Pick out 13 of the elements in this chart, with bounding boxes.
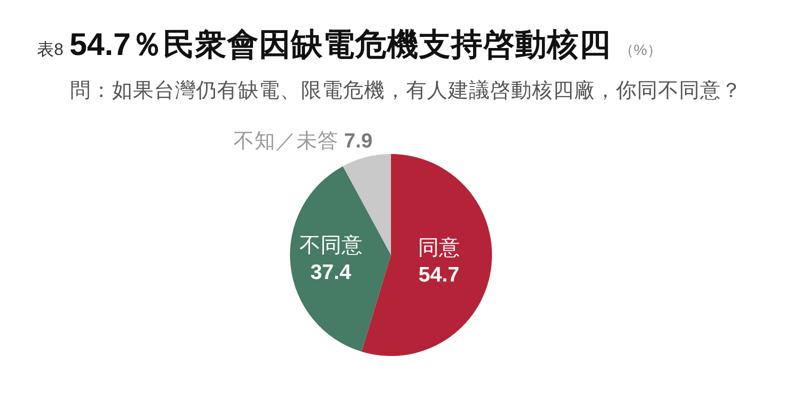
data-label: 54.7 bbox=[418, 264, 460, 287]
data-label: 37.4 bbox=[310, 261, 352, 284]
chart-subtitle: 問：如果台灣仍有缺電、限電危機，有人建議啓動核四廠，你同不同意？ bbox=[70, 78, 742, 104]
pie-slice bbox=[342, 154, 391, 255]
text: 表8 bbox=[37, 39, 64, 61]
data-label: 7.9 bbox=[344, 130, 372, 153]
pie-slice bbox=[362, 154, 492, 356]
text: （%） bbox=[618, 41, 662, 60]
slice-label: 不同意 bbox=[299, 234, 362, 258]
slice-label: 不知／未答 bbox=[233, 130, 344, 153]
pie-slice bbox=[290, 166, 391, 352]
slice-label: 同意 bbox=[418, 236, 460, 260]
chart-title: 54.7％民衆會因缺電危機支持啓動核四 bbox=[69, 25, 611, 64]
